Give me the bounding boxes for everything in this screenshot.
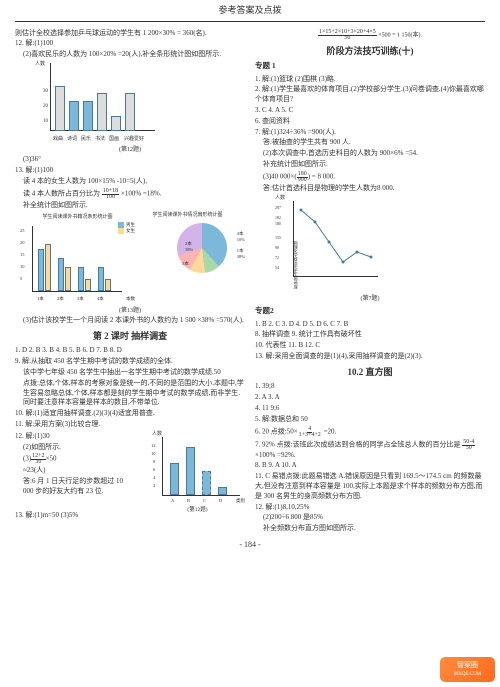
chart-7-caption: (第7题) (255, 295, 485, 303)
r-answer-7-5: (3)40 000×(180900) = 8 000. (255, 171, 485, 183)
r-line-12c: 补全频数分布直方图如图所示. (255, 524, 485, 534)
r-line-4: 4. 11 9;6 (255, 404, 485, 414)
answer-12b-group: 12. 解:(1)30 (2)如图所示. (3)12+230×50 ≈23(人)… (15, 431, 245, 510)
r-answer-7-4: 补充统计图如图所示. (255, 160, 485, 170)
r-line-6: 6. 20 点拨:50×41+3+4+2 =20. (255, 426, 485, 438)
answer-11: 11. 解:采用方案(3)比较合理. (15, 420, 245, 430)
r-answer-7-2: 答:被抽查的学生共有 900 人. (255, 138, 485, 148)
answer-12-1: 12. 解:(1)100 (15, 39, 245, 49)
topic-1: 专题 1 (255, 61, 485, 72)
small-bar-chart: 人数 2 4 6 8 10 12 A B C D 类别 (第12题) (150, 433, 245, 508)
answer-13-4: 补全统计图如图所示. (15, 201, 245, 211)
right-column: 1×15+2×10+3×20+4×550 ×500 = 1 150(本). 阶段… (255, 28, 485, 535)
left-column: 则估计全校选择参加乒乓球运动的学生有 1 200×30% = 360(名). 1… (15, 28, 245, 535)
dual-bar-chart: 学生阅读课外书籍况条形统计图 男生 女生 5 10 15 20 25 1本 2本… (20, 214, 135, 304)
section-2-title: 第 2 课时 抽样调查 (15, 330, 245, 343)
r-answer-6: 6. 查阅资料 (255, 117, 485, 127)
r-answer-8: 8. 抽样调查 9. 统计工作具有破坏性 (255, 330, 485, 340)
answer-row-1: 1. D 2. B 3. B 4. B 5. B 6. D 7. B 8. D (15, 346, 245, 356)
r-answer-10: 10. 代表性 11. B 12. C (255, 341, 485, 351)
r-answer-7-6: 答:估计首选科目是物理的学生人数为8 000. (255, 184, 485, 194)
point-note: 点拨:总体,个体,样本的考察对象是统一的,不同的是范围的大小.本题中,学生容易忽… (15, 379, 245, 408)
answer-12-3: (3)36° (15, 155, 245, 165)
r-line-2: 2. A 3. A (255, 393, 485, 403)
r-answer-7-3: (2)本次调查中,首选历史科目的人数为 900×6% =54. (255, 149, 485, 159)
page-header: 参考答案及点拨 (15, 0, 485, 22)
answer-9b: 该中学七年级 450 名学生中抽出一名学生期中考试的数学成绩.50 (15, 368, 245, 378)
r-line-89: 8. B 9. A 10. A (255, 461, 485, 471)
r-line-5: 5. 解:数据总和 50 (255, 415, 485, 425)
r-row-2: 3. C 4. A 5. C (255, 106, 485, 116)
r-row-3: 1. B 2. C 3. D 4. D 5. D 6. C 7. B (255, 320, 485, 330)
page-number: - 184 - (0, 535, 500, 554)
section-102-title: 10.2 直方图 (255, 366, 485, 379)
r-line-12b: (2)200÷6 800 是85% (255, 513, 485, 523)
text-line: 则估计全校选择参加乒乓球运动的学生有 1 200×30% = 360(名). (15, 29, 245, 39)
answer-13-5: (3)估计该校学生一个月阅读 2 本课外书的人数约为 1 500 ×38% =5… (15, 316, 245, 326)
answer-10: 10. 解:(1)适宜用抽样调查.(2)(3)(4)适宜用普查. (15, 409, 245, 419)
answer-9: 9. 解:从抽取 450 名学生期中考试的数学成绩的全体. (15, 357, 245, 367)
watermark-badge: 智案圈 MXQE.COM (440, 657, 495, 682)
formula-top: 1×15+2×10+3×20+4×550 ×500 = 1 150(本). (255, 29, 485, 41)
answer-13-3: 读 4 本人数所占百分比为 10+18100 ×100% =18%. (15, 188, 245, 200)
chart-13-caption: (第13题) (15, 307, 245, 315)
r-answer-2: 2. 解:(1)学生最喜欢的体育项目.(2)学校部分学生.(3)问卷调查.(4)… (255, 85, 485, 105)
r-line-1: 1. 39;8 (255, 382, 485, 392)
r-answer-13: 13. 解:采用全面调查的是(1)(4),采用抽样调查的是(2)(3). (255, 352, 485, 362)
line-chart-7: 人数 54 72 90 135 180 182 297 物理化学政治历史生物地理 (275, 197, 385, 292)
pie-chart: 4本10% 1本38% 3本 2本38% (177, 223, 227, 273)
chart-13-group: 学生阅读课外书籍况条形统计图 男生 女生 5 10 15 20 25 1本 2本… (15, 212, 245, 306)
r-line-12: 12. 解:(1)8,10,25% (255, 503, 485, 513)
stage-section-title: 阶段方法技巧训练(十) (255, 45, 485, 58)
answer-13-2: 读 4 本的女生人数为 100×15% -10=5(人), (15, 177, 245, 187)
polyline-icon (293, 202, 378, 276)
r-answer-7-1: 7. 解:(1)324÷36% =900(人). (255, 128, 485, 138)
r-line-7: 7. 92% 点拨:该班此次成绩达到合格的同学占全班总人数的百分比是 50-45… (255, 439, 485, 461)
answer-12-2: (2)喜欢民乐的人数为 100×20% =20(人),补全条形统计图如图所示. (15, 50, 245, 60)
chart-12-bar: 10 20 30 人数 戏曲 诗词 民乐 书法 国画 兴趣爱好 (35, 63, 155, 143)
answer-13-1: 13. 解:(1)100 (15, 166, 245, 176)
chart-12-caption: (第12题) (15, 146, 245, 154)
topic-2: 专题2 (255, 306, 485, 317)
r-answer-1: 1. 解:(1)篮球 (2)围棋 (3)略. (255, 75, 485, 85)
r-line-11: 11. C 易错点拨:此题易错选 A.错误原因是只看到 169.5～174.5 … (255, 472, 485, 501)
content-columns: 则估计全校选择参加乒乓球运动的学生有 1 200×30% = 360(名). 1… (0, 22, 500, 535)
